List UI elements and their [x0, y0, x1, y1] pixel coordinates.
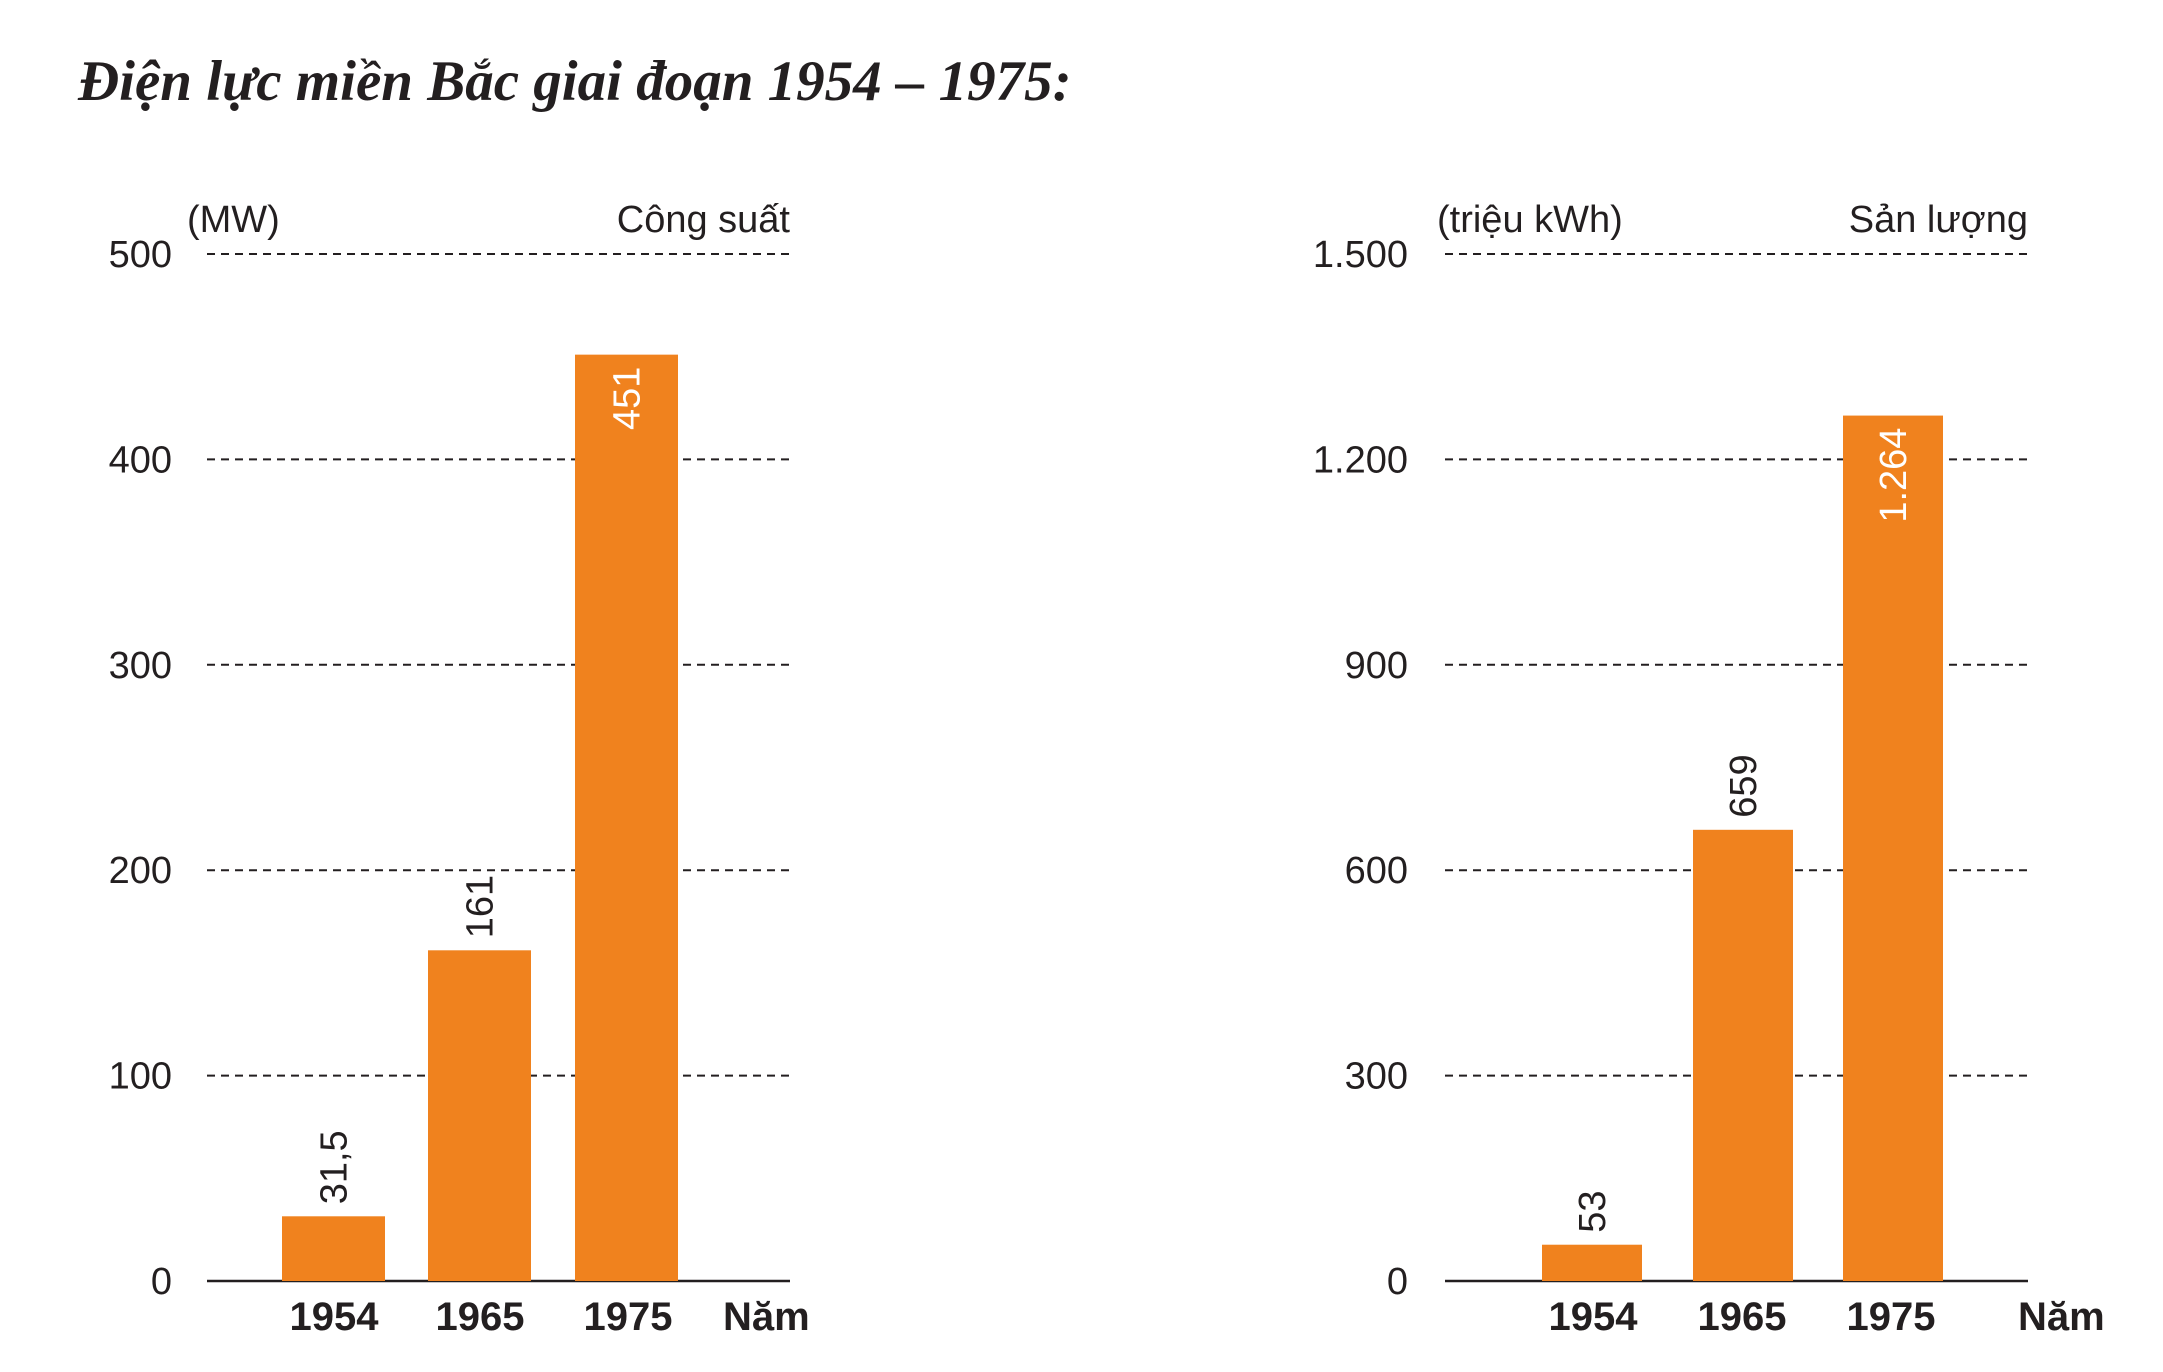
x-axis-label: Năm	[2018, 1295, 2105, 1339]
x-category-label: 1965	[436, 1295, 525, 1339]
y-tick-label: 0	[1387, 1261, 1408, 1303]
y-tick-label: 600	[1345, 850, 1408, 892]
y-tick-label: 1.500	[1313, 234, 1408, 276]
x-category-label: 1965	[1698, 1295, 1787, 1339]
x-category-label: 1954	[290, 1295, 380, 1339]
bar-value-label: 451	[607, 367, 649, 430]
y-tick-label: 400	[109, 439, 172, 481]
y-tick-label: 1.200	[1313, 439, 1408, 481]
y-tick-label: 300	[1345, 1056, 1408, 1098]
bar-value-label: 1.264	[1873, 428, 1915, 523]
x-category-label: 1975	[1847, 1295, 1936, 1339]
electricity-output-chart: 0 300 600 900 1.200 1.500 (triệu kWh) Sản lượng…	[1313, 199, 2105, 1339]
chart-title: Công suất	[617, 199, 791, 241]
bar-1965	[428, 950, 531, 1281]
y-tick-label: 200	[109, 850, 172, 892]
bar-value-label: 161	[460, 875, 502, 938]
x-category-label: 1954	[1549, 1295, 1639, 1339]
y-tick-label: 500	[109, 234, 172, 276]
bar-value-label: 53	[1572, 1190, 1614, 1232]
chart-title: Sản lượng	[1849, 199, 2028, 241]
y-axis-unit-label: (MW)	[187, 199, 280, 241]
bar-1954	[1542, 1244, 1642, 1281]
y-axis-unit-label: (triệu kWh)	[1437, 199, 1623, 241]
bar-1965	[1693, 829, 1793, 1281]
y-tick-label: 300	[109, 645, 172, 687]
x-category-label: 1975	[584, 1295, 673, 1339]
bar-1975	[575, 354, 678, 1281]
page-title: Điện lực miền Bắc giai đoạn 1954 – 1975:	[78, 50, 1072, 113]
y-tick-label: 900	[1345, 645, 1408, 687]
x-axis-label: Năm	[723, 1295, 810, 1339]
power-capacity-chart: 0 100 200 300 400 500 (MW) Công suất 31,5 1954 161…	[109, 199, 810, 1339]
bar-1954	[282, 1216, 385, 1281]
bar-value-label: 659	[1723, 754, 1765, 817]
y-tick-label: 100	[109, 1056, 172, 1098]
y-tick-label: 0	[151, 1261, 172, 1303]
bar-value-label: 31,5	[314, 1130, 356, 1204]
bar-1975	[1843, 415, 1943, 1282]
